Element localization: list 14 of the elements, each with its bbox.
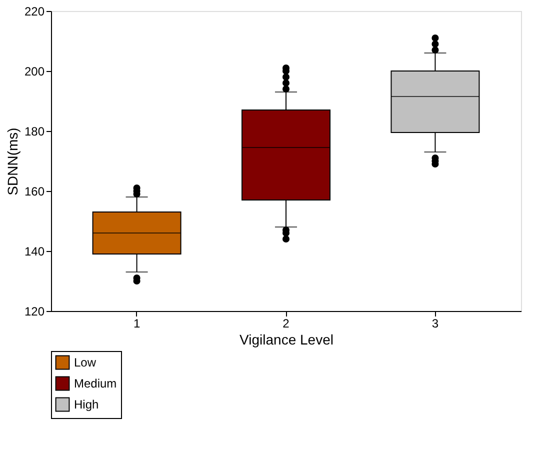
x-tick-label: 1 — [133, 316, 140, 330]
legend-label: Low — [74, 356, 96, 370]
legend-label: High — [74, 398, 99, 412]
y-tick-label: 200 — [24, 64, 45, 78]
y-tick-label: 140 — [24, 244, 45, 258]
y-tick-label: 120 — [24, 304, 45, 318]
x-tick-label: 2 — [282, 316, 290, 330]
y-tick-label: 160 — [24, 184, 45, 198]
x-axis-title: Vigilance Level — [240, 332, 334, 348]
y-tick-label: 180 — [24, 124, 45, 138]
legend-label: Medium — [74, 376, 117, 390]
y-axis-title: SDNN(ms) — [4, 128, 20, 196]
x-tick-label: 3 — [432, 316, 439, 330]
y-tick-label: 220 — [24, 4, 45, 18]
